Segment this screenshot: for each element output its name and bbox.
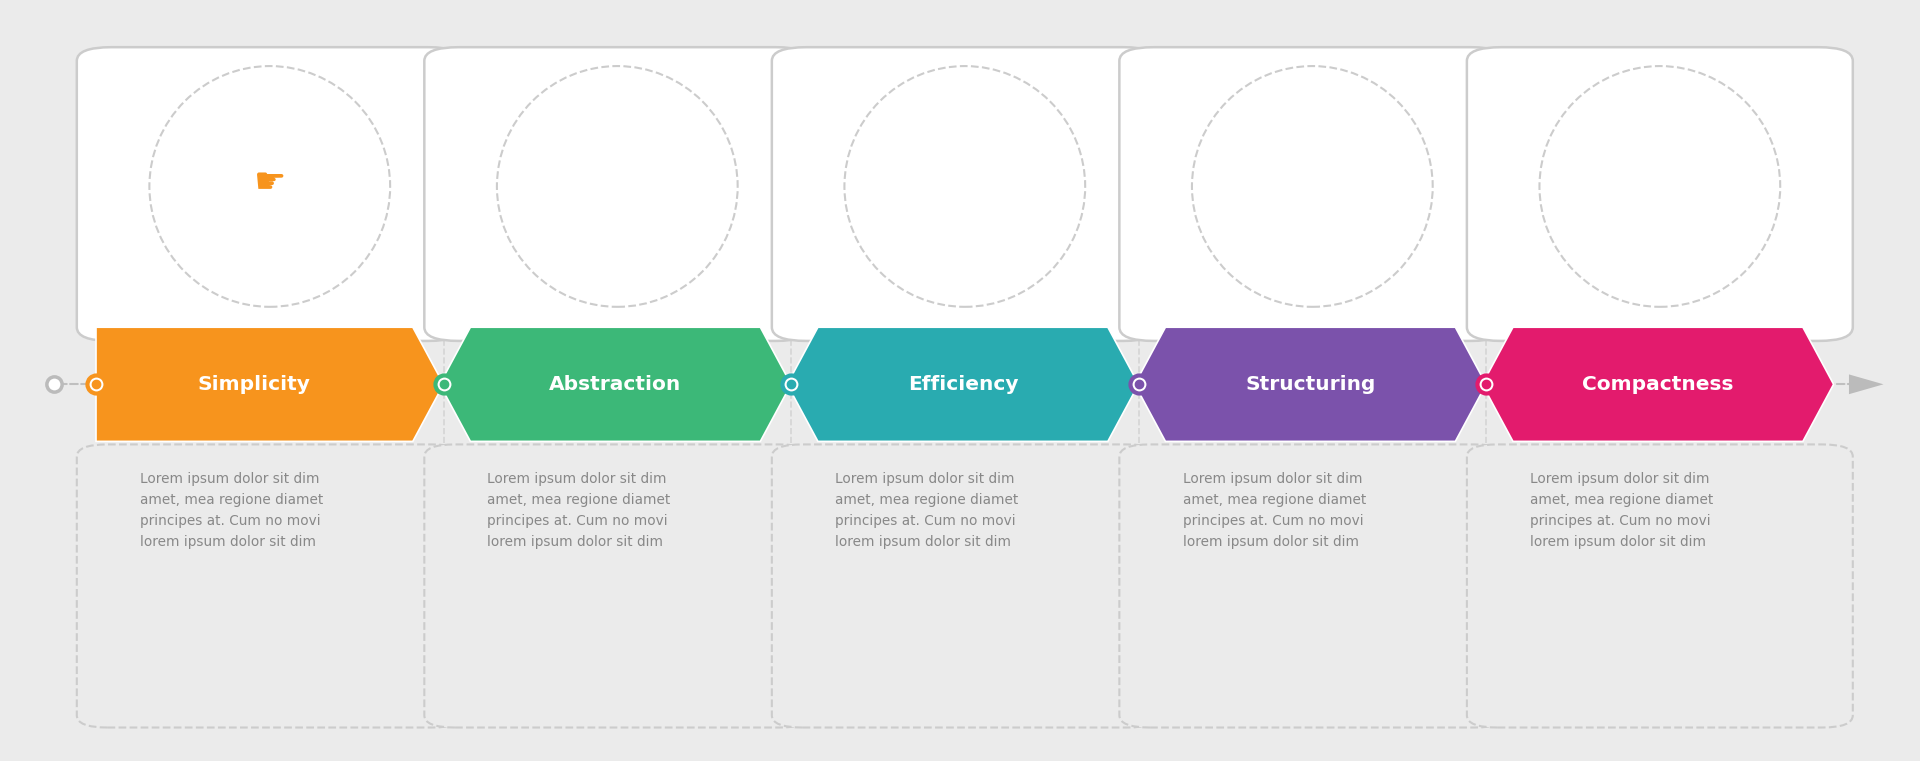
Polygon shape [1849, 374, 1884, 394]
Text: Lorem ipsum dolor sit dim
amet, mea regione diamet
principes at. Cum no movi
lor: Lorem ipsum dolor sit dim amet, mea regi… [1183, 472, 1365, 549]
FancyBboxPatch shape [77, 47, 463, 341]
FancyBboxPatch shape [1119, 444, 1505, 728]
Text: ◈: ◈ [593, 157, 641, 216]
FancyBboxPatch shape [424, 47, 810, 341]
Text: Lorem ipsum dolor sit dim
amet, mea regione diamet
principes at. Cum no movi
lor: Lorem ipsum dolor sit dim amet, mea regi… [488, 472, 670, 549]
Text: Compactness: Compactness [1582, 375, 1734, 393]
Text: ⧗: ⧗ [947, 157, 983, 216]
FancyBboxPatch shape [1467, 47, 1853, 341]
Polygon shape [1482, 327, 1834, 441]
FancyBboxPatch shape [1467, 444, 1853, 728]
Polygon shape [787, 327, 1139, 441]
Text: Lorem ipsum dolor sit dim
amet, mea regione diamet
principes at. Cum no movi
lor: Lorem ipsum dolor sit dim amet, mea regi… [835, 472, 1018, 549]
Polygon shape [440, 327, 791, 441]
Text: ▣: ▣ [1630, 157, 1690, 216]
Text: Lorem ipsum dolor sit dim
amet, mea regione diamet
principes at. Cum no movi
lor: Lorem ipsum dolor sit dim amet, mea regi… [1530, 472, 1713, 549]
FancyBboxPatch shape [77, 444, 463, 728]
Text: Efficiency: Efficiency [908, 375, 1018, 393]
Text: ☰: ☰ [242, 157, 298, 216]
Polygon shape [96, 327, 444, 441]
FancyBboxPatch shape [772, 444, 1158, 728]
FancyBboxPatch shape [772, 47, 1158, 341]
Text: Structuring: Structuring [1246, 375, 1375, 393]
Text: ☛: ☛ [253, 166, 286, 199]
Text: Abstraction: Abstraction [549, 375, 682, 393]
FancyBboxPatch shape [1119, 47, 1505, 341]
Text: Lorem ipsum dolor sit dim
amet, mea regione diamet
principes at. Cum no movi
lor: Lorem ipsum dolor sit dim amet, mea regi… [140, 472, 323, 549]
Polygon shape [1135, 327, 1486, 441]
Text: ⬡: ⬡ [1286, 157, 1338, 216]
FancyBboxPatch shape [424, 444, 810, 728]
Text: Simplicity: Simplicity [198, 375, 311, 393]
